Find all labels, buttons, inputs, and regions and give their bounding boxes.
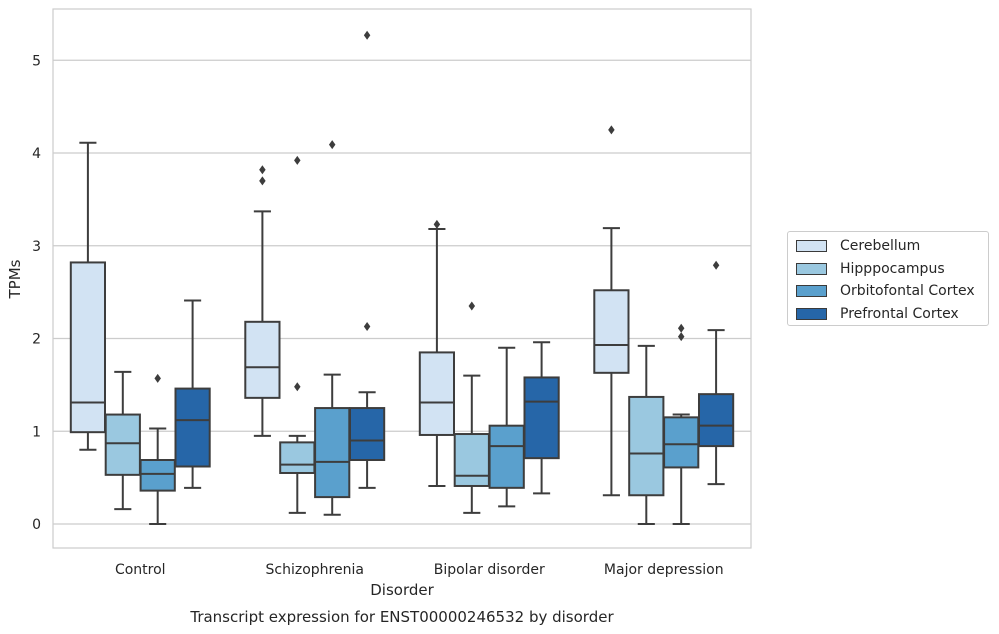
flier-point-0 [468,301,476,311]
box-groups [69,30,735,525]
flier-point-1 [363,30,371,40]
box-body [348,407,386,462]
flier-point-1 [259,165,266,175]
box-1-0 [244,165,281,437]
box-body [174,387,211,468]
legend-item-2: Orbitofontal Cortex [796,280,980,303]
box-2-3 [523,341,560,495]
legend-swatch [796,240,827,253]
chart-title: Transcript expression for ENST0000024653… [189,608,614,626]
box-body [523,376,560,460]
plot-frame [52,8,752,549]
box-body [139,459,176,492]
box-body [244,320,281,399]
legend-item-3: Prefrontal Cortex [796,303,980,326]
legend-item-1: Hipppocampus [796,258,980,281]
box-2-0 [418,219,456,487]
box-3-3 [697,260,735,486]
flier-point-0 [677,332,685,342]
y-tick-label-5: 5 [32,53,41,69]
y-tick-label-4: 4 [32,146,41,162]
y-tick-label-3: 3 [32,239,41,255]
x-axis-label: Disorder [370,581,434,599]
flier-point-0 [712,260,720,270]
flier-point-0 [294,382,301,392]
y-axis: 0 1 2 3 4 5 [32,53,41,533]
flier-point-1 [294,155,301,165]
box-body [279,441,316,474]
box-3-0 [593,125,630,497]
x-axis: Control Schizophrenia Bipolar disorder Majo… [115,562,724,578]
flier-point-0 [328,140,336,150]
legend-item-0: Cerebellum [796,235,980,258]
box-1-1 [279,155,316,514]
y-axis-label: TPMs [6,259,24,299]
box-0-1 [104,370,141,511]
box-body [104,413,141,476]
box-body [593,289,630,374]
box-body [488,424,525,489]
box-body [628,395,665,497]
box-body [418,351,456,436]
grid-lines [53,59,751,525]
box-body [697,393,735,448]
box-0-0 [69,141,107,451]
box-2-2 [488,346,525,508]
box-body [453,433,490,487]
box-3-1 [628,344,665,525]
y-tick-label-0: 0 [32,517,41,533]
box-1-3 [348,30,386,489]
x-tick-label-2: Bipolar disorder [434,562,545,578]
box-1-2 [314,140,351,516]
x-tick-label-1: Schizophrenia [266,562,364,578]
box-0-3 [174,299,211,489]
box-0-2 [139,373,176,525]
legend-label: Hipppocampus [840,260,945,277]
flier-point-0 [259,176,266,186]
legend-swatch [796,262,827,275]
legend: Cerebellum Hipppocampus Orbitofontal Corte… [787,231,989,326]
legend-swatch [796,307,827,320]
x-tick-label-0: Control [115,562,166,578]
box-body [314,407,351,499]
x-tick-label-3: Major depression [604,562,724,578]
flier-point-1 [677,323,685,333]
legend-label: Orbitofontal Cortex [840,283,975,300]
flier-point-0 [154,373,161,383]
flier-point-0 [608,125,615,135]
flier-point-0 [433,219,441,229]
legend-swatch [796,285,827,298]
y-tick-label-1: 1 [32,424,41,440]
box-body [663,416,700,469]
legend-label: Cerebellum [840,238,921,255]
flier-point-0 [363,321,371,331]
y-tick-label-2: 2 [32,332,41,348]
legend-label: Prefrontal Cortex [840,305,959,322]
box-body [69,261,107,434]
